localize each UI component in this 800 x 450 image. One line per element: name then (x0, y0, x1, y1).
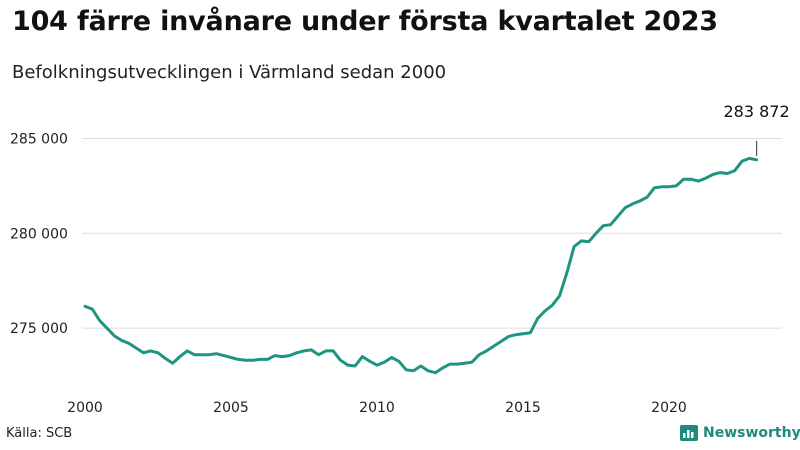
annotation-label: 283 872 (724, 102, 790, 121)
series-layer (83, 156, 759, 375)
x-tick-label: 2000 (67, 400, 103, 416)
x-tick-label: 2005 (213, 400, 249, 416)
chart-subtitle: Befolkningsutvecklingen i Värmland sedan… (12, 62, 447, 83)
brand-logo[interactable]: Newsworthy (680, 425, 800, 441)
newsworthy-logo-icon (680, 425, 698, 441)
source-note: Källa: SCB (6, 426, 73, 441)
series-line (83, 156, 759, 375)
annotation-layer: 283 872 (724, 102, 790, 156)
x-axis-ticks: 2000 2005 2010 2015 2020 (67, 400, 687, 416)
y-tick-label: 280 000 (10, 226, 68, 242)
x-tick-label: 2020 (651, 400, 687, 416)
y-axis-ticks: 275 000 280 000 285 000 (10, 131, 68, 337)
y-tick-label: 275 000 (10, 321, 68, 337)
chart-title: 104 färre invånare under första kvartale… (12, 6, 718, 37)
x-tick-label: 2015 (505, 400, 541, 416)
brand-name: Newsworthy (703, 425, 800, 441)
x-tick-label: 2010 (359, 400, 395, 416)
y-tick-label: 285 000 (10, 131, 68, 147)
grid-lines (82, 137, 782, 329)
